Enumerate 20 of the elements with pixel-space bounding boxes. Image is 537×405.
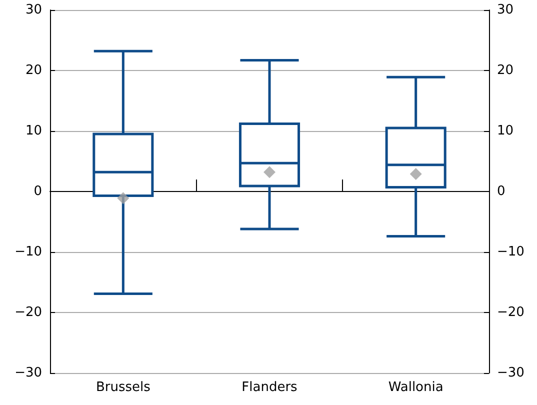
y-tick-label: −30 <box>14 366 42 380</box>
y2-tick-label: −10 <box>497 244 524 260</box>
point <box>117 192 130 204</box>
y2-tick-label: −30 <box>497 366 524 380</box>
y2-tick-label: 0 <box>497 184 506 199</box>
y-tick-label: −20 <box>14 305 42 320</box>
y-tick-label: 0 <box>34 184 42 199</box>
y-tick-label: −10 <box>14 244 42 260</box>
x-tick-label: Brussels <box>96 380 151 395</box>
point <box>264 166 276 178</box>
y2-tick-label: 20 <box>497 63 514 78</box>
y-tick-label: 30 <box>25 2 42 18</box>
y2-tick-label: 10 <box>497 124 514 138</box>
point <box>410 168 422 180</box>
x-tick-label: Flanders <box>242 380 298 395</box>
x-tick-label: Wallonia <box>388 380 444 395</box>
y-tick-label: 20 <box>25 63 42 78</box>
y2-tick-label: −20 <box>497 305 524 320</box>
y-tick-label: 10 <box>25 124 42 138</box>
y2-tick-label: 30 <box>497 2 514 18</box>
